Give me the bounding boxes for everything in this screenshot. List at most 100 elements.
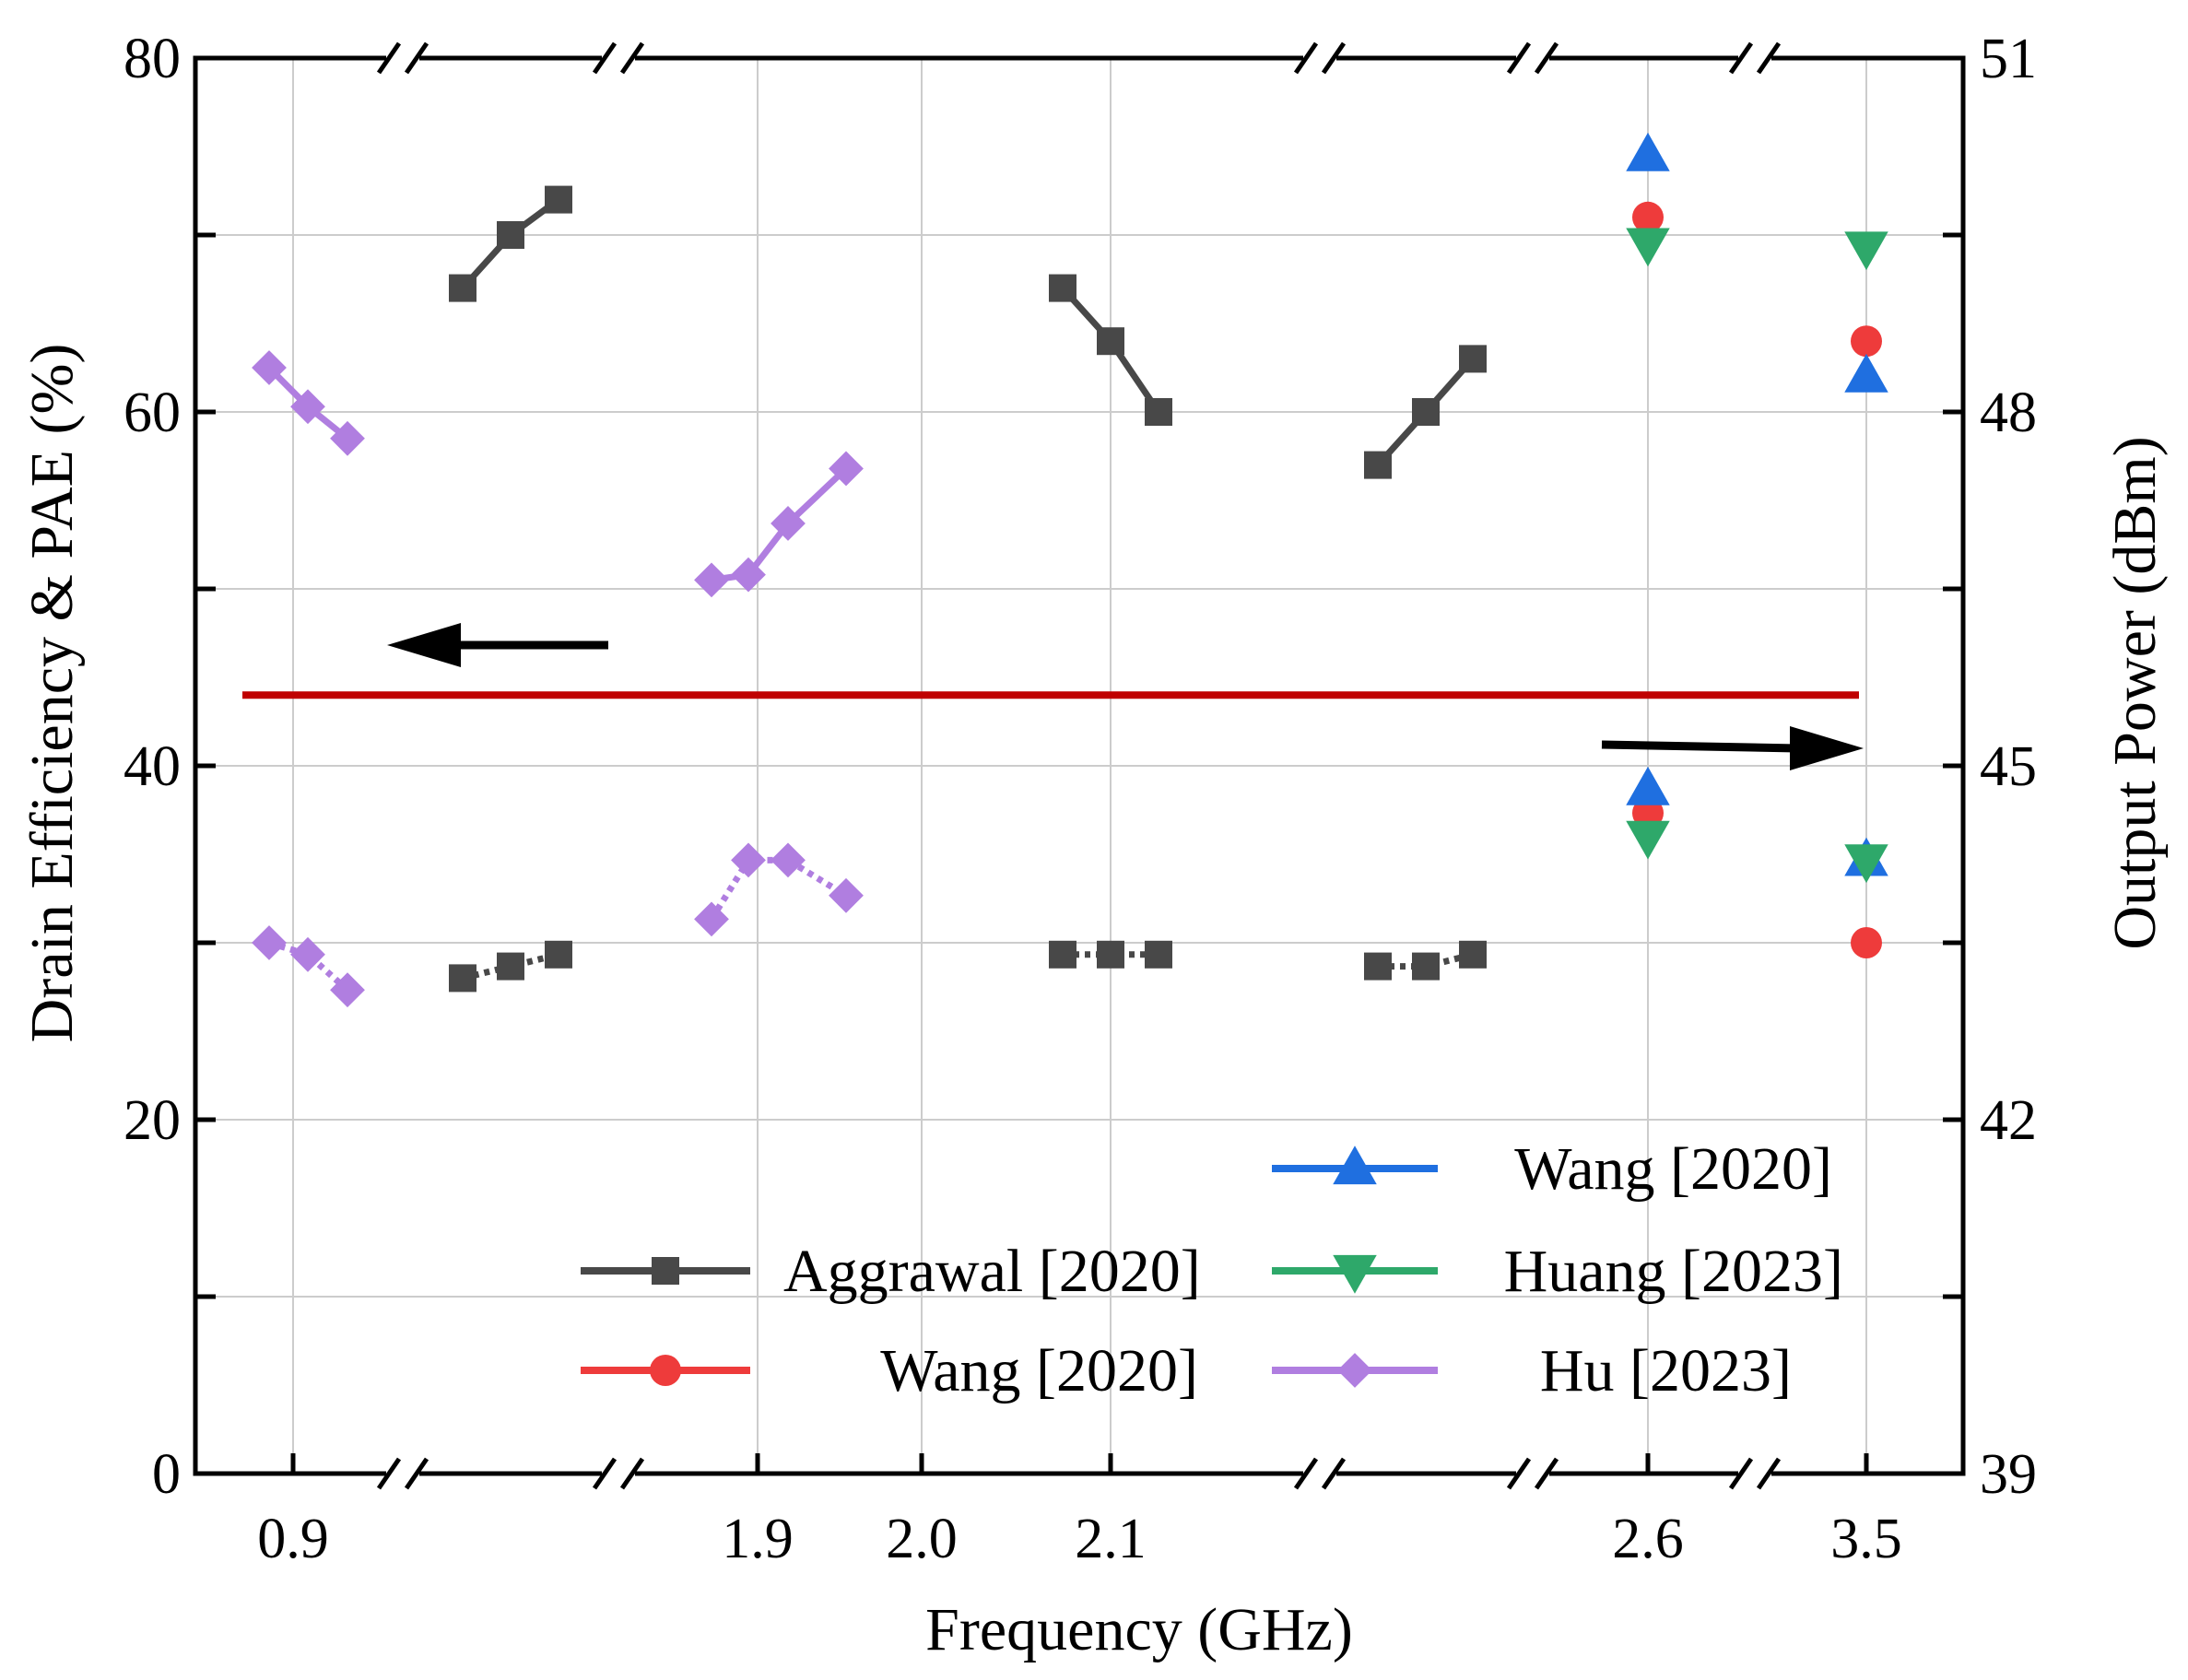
series-aggrawal-2020--efficiency bbox=[449, 185, 1487, 479]
x-tick-label: 1.9 bbox=[722, 1508, 794, 1570]
axis-break-slash bbox=[592, 1457, 618, 1490]
data-point bbox=[1364, 952, 1392, 981]
data-point bbox=[1145, 398, 1172, 426]
axis-break-slash bbox=[1534, 1457, 1559, 1490]
left-y-tick-label: 60 bbox=[124, 382, 181, 444]
axis-break-slash bbox=[619, 1457, 645, 1490]
series-huang-2023--output_power_dBm bbox=[1626, 820, 1888, 884]
axis-break-slash bbox=[1321, 1457, 1347, 1490]
x-tick-label: 3.5 bbox=[1830, 1508, 1902, 1570]
data-point bbox=[545, 185, 572, 214]
right-y-tick-label: 39 bbox=[1980, 1443, 2037, 1506]
series-wang-2020--efficiency bbox=[1632, 201, 1882, 358]
legend-label: Huang [2023] bbox=[1504, 1238, 1843, 1305]
data-point bbox=[497, 221, 524, 249]
right-y-tick-label: 51 bbox=[1980, 28, 2037, 90]
series-huang-2023--efficiency bbox=[1626, 228, 1888, 271]
data-point bbox=[1459, 940, 1487, 969]
legend-entry: Hu [2023] bbox=[1272, 1337, 1792, 1404]
data-point bbox=[731, 557, 766, 593]
x-tick-label: 2.1 bbox=[1075, 1508, 1147, 1570]
legend-marker-diamond bbox=[1337, 1353, 1372, 1388]
right-y-axis-title: Output Power (dBm) bbox=[2101, 436, 2169, 949]
series-group bbox=[252, 132, 1888, 1008]
series-hu-2023--output_power_dBm bbox=[252, 842, 864, 1008]
axis-break-slash bbox=[619, 41, 645, 75]
axis-break-slash bbox=[376, 41, 402, 75]
data-point bbox=[1626, 820, 1670, 860]
x-tick-label: 2.6 bbox=[1612, 1508, 1684, 1570]
x-tick-label: 0.9 bbox=[257, 1508, 329, 1570]
left-y-tick-label: 40 bbox=[124, 735, 181, 798]
data-point bbox=[1412, 952, 1440, 981]
data-point bbox=[1844, 231, 1888, 271]
series-aggrawal-2020--output_power_dBm bbox=[449, 940, 1487, 993]
legend-label: Wang [2020] bbox=[880, 1337, 1198, 1404]
series-hu-2023--efficiency bbox=[252, 350, 864, 598]
axis-break-slash bbox=[404, 1457, 429, 1490]
legend-label: Wang [2020] bbox=[1514, 1135, 1832, 1203]
legend-label: Aggrawal [2020] bbox=[783, 1238, 1201, 1305]
right-arrow-icon bbox=[1790, 726, 1864, 770]
left-y-tick-label: 80 bbox=[124, 28, 181, 90]
legend-entry: Wang [2020] bbox=[1272, 1135, 1832, 1203]
data-point bbox=[1412, 398, 1440, 426]
data-point bbox=[1626, 132, 1670, 171]
data-point bbox=[290, 936, 325, 972]
data-point bbox=[497, 952, 524, 981]
left-arrow-icon bbox=[387, 623, 461, 667]
data-point bbox=[1851, 325, 1882, 358]
grid bbox=[195, 58, 1963, 1474]
data-point bbox=[1851, 927, 1882, 958]
axis-break-gap bbox=[1738, 1466, 1771, 1481]
data-point bbox=[771, 842, 806, 878]
series-line bbox=[709, 856, 848, 922]
left-y-tick-label: 0 bbox=[152, 1443, 181, 1506]
axis-break-slash bbox=[592, 41, 618, 75]
axis-break-slash bbox=[1506, 1457, 1532, 1490]
axis-break-slash bbox=[1534, 41, 1559, 75]
axis-break-slash bbox=[1728, 41, 1754, 75]
right-y-tick-label: 45 bbox=[1980, 735, 2037, 798]
right-y-tick-label: 42 bbox=[1980, 1089, 2037, 1152]
legend: Aggrawal [2020] Wang [2020] Wang [2020] Hua… bbox=[581, 1135, 1843, 1404]
ticks-group bbox=[195, 55, 1963, 1476]
left-y-axis-title: Drain Efficiency & PAE (%) bbox=[18, 344, 86, 1043]
right-y-tick-labels: 39 42 45 48 51 bbox=[1980, 28, 2037, 1506]
data-point bbox=[1049, 940, 1076, 969]
axis-break-gap bbox=[1303, 51, 1336, 65]
axis-break-slash bbox=[376, 1457, 402, 1490]
legend-marker-triangle-down bbox=[1333, 1254, 1377, 1294]
legend-marker-square bbox=[652, 1257, 679, 1285]
series-line bbox=[711, 465, 849, 583]
axis-break-gap bbox=[1738, 51, 1771, 65]
data-point bbox=[694, 901, 729, 937]
axis-break-slash bbox=[1756, 1457, 1782, 1490]
data-point bbox=[1844, 844, 1888, 884]
legend-label: Hu [2023] bbox=[1540, 1337, 1792, 1404]
data-point bbox=[1632, 201, 1664, 233]
axis-break-gap bbox=[1303, 1466, 1336, 1481]
axis-break-gap bbox=[386, 1466, 419, 1481]
legend-entry: Huang [2023] bbox=[1272, 1238, 1843, 1305]
axis-break-slash bbox=[1756, 41, 1782, 75]
data-point bbox=[449, 274, 476, 302]
axis-arrows bbox=[387, 623, 1864, 770]
axis-breaks bbox=[376, 41, 1782, 1490]
axis-break-slash bbox=[1321, 41, 1347, 75]
x-tick-label: 2.0 bbox=[886, 1508, 958, 1570]
axis-break-slash bbox=[1293, 41, 1319, 75]
series-wang-2020--efficiency bbox=[1626, 132, 1888, 393]
legend-marker-triangle-up bbox=[1333, 1145, 1377, 1185]
data-point bbox=[829, 877, 864, 913]
data-point bbox=[449, 964, 476, 993]
data-point bbox=[829, 451, 864, 487]
right-axis-arrow-shaft bbox=[1601, 740, 1798, 753]
data-point bbox=[252, 925, 287, 960]
data-point bbox=[1145, 940, 1172, 969]
data-point bbox=[1844, 353, 1888, 393]
axis-break-slash bbox=[404, 41, 429, 75]
data-point bbox=[694, 562, 729, 598]
